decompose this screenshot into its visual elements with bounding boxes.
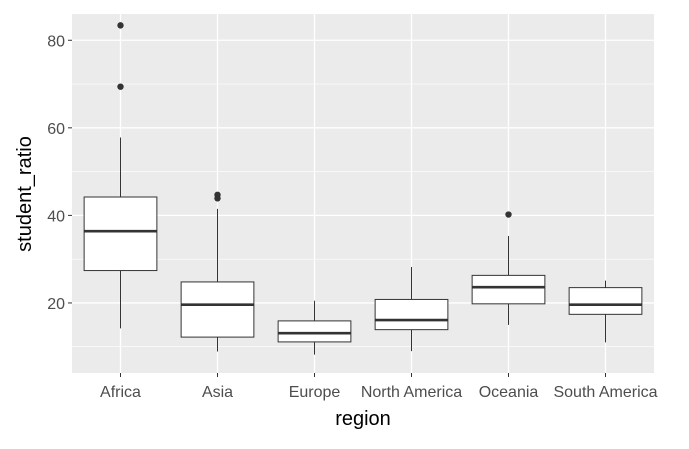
y-tick-label: 80 <box>47 33 65 50</box>
x-tick-label: Europe <box>289 384 341 401</box>
boxplot-north-america <box>374 267 449 352</box>
y-tick-label: 40 <box>47 208 65 225</box>
y-axis: 20 40 60 80 <box>47 33 72 313</box>
plot-panel <box>72 14 654 373</box>
y-axis-title: student_ratio <box>14 136 36 252</box>
box-iqr <box>471 274 546 305</box>
outlier-point <box>214 191 221 199</box>
y-tick-label: 20 <box>47 296 65 313</box>
boxplot-asia <box>180 191 255 352</box>
boxplot-africa <box>83 22 158 329</box>
outlier-point <box>117 22 124 29</box>
box-iqr <box>277 320 352 343</box>
grid-minor-lines <box>72 83 654 348</box>
x-tick-label: Oceania <box>479 384 539 401</box>
boxplots <box>83 22 643 355</box>
box-iqr <box>180 281 255 338</box>
box-iqr <box>83 196 158 272</box>
x-tick-label: Asia <box>202 384 233 401</box>
outlier-point <box>505 211 512 218</box>
boxplot-europe <box>277 300 352 355</box>
x-axis-title: region <box>335 408 391 430</box>
boxplot-oceania <box>471 211 546 325</box>
box-iqr <box>374 298 449 331</box>
x-tick-label: North America <box>361 384 462 401</box>
boxplot-south-america <box>568 280 643 343</box>
x-tick-label: Africa <box>100 384 141 401</box>
y-tick-label: 60 <box>47 121 65 138</box>
x-tick-label: South America <box>553 384 657 401</box>
box-iqr <box>568 287 643 315</box>
x-axis: Africa Asia Europe North America Oceania Sout… <box>100 373 658 401</box>
outlier-point <box>117 83 124 90</box>
